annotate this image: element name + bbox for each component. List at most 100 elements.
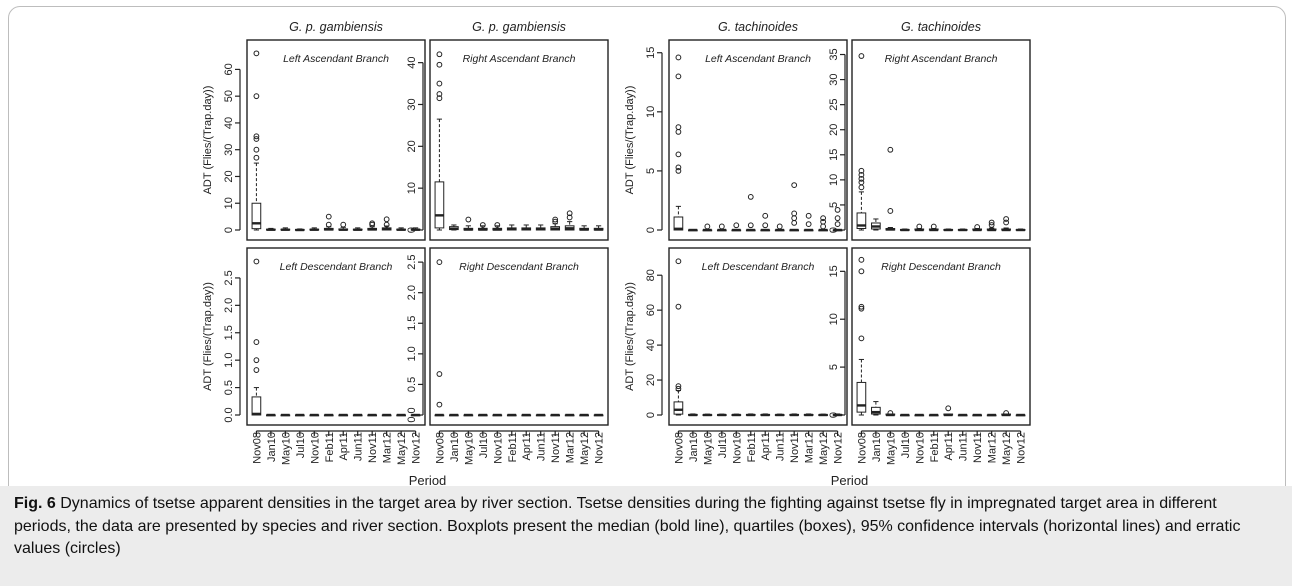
outlier-point <box>566 210 573 217</box>
box-Jan10 <box>871 401 881 416</box>
outlier-point <box>552 218 559 225</box>
y-tick-label: 0 <box>406 227 418 233</box>
outlier-point <box>887 146 894 153</box>
outlier-point <box>718 223 725 230</box>
y-tick-label: 40 <box>406 57 418 69</box>
boxplot-panel: 0 5 10 15 ADT (Flies/(Trap.day)) G. tachinoid… <box>624 20 848 241</box>
x-tick-label: May12 <box>396 432 408 465</box>
outlier-point <box>253 357 260 364</box>
outlier-point <box>253 154 260 161</box>
box-Jan10 <box>688 413 698 417</box>
box-Jan10 <box>871 218 881 231</box>
box-Nov11 <box>550 413 561 417</box>
boxplot-panel: 0 10 20 30 40 G. p. gambiensis Right Ascendant… <box>406 20 609 241</box>
x-tick-label: Nov12 <box>594 432 606 464</box>
box-Nov08 <box>251 50 262 231</box>
boxplot-panel: 0 5 10 15 20 25 30 35 G. tachinoides Right Ascend… <box>828 20 1031 241</box>
outlier-point <box>253 339 260 345</box>
y-axis-label: ADT (Flies/(Trap.day)) <box>202 282 214 391</box>
outlier-point <box>887 410 894 416</box>
panel-title: G. tachinoides <box>718 20 798 34</box>
box-Nov12 <box>1015 413 1026 417</box>
box-Mar12 <box>803 212 814 232</box>
x-tick-label: Nov11 <box>367 432 379 463</box>
panel-subtitle: Left Ascendant Branch <box>705 53 811 65</box>
outlier-point <box>479 222 486 228</box>
box-Apr11 <box>943 228 954 232</box>
box-Apr11 <box>760 212 771 232</box>
x-tick-label: Apr11 <box>760 432 772 461</box>
box-Apr11 <box>338 413 349 417</box>
y-tick-label: 0.0 <box>406 407 418 422</box>
box-Mar12 <box>381 413 392 417</box>
outlier-point <box>566 214 573 221</box>
box-May12 <box>579 413 589 417</box>
box-Nov10 <box>914 223 925 232</box>
panel-subtitle: Left Ascendant Branch <box>283 53 389 65</box>
box-Nov08 <box>673 258 684 416</box>
box-Apr11 <box>943 405 954 417</box>
box-Mar12 <box>564 210 575 231</box>
y-tick-label: 10 <box>828 174 840 186</box>
box-Apr11 <box>338 221 349 231</box>
outlier-point <box>369 220 376 227</box>
caption-text: Dynamics of tsetse apparent densities in… <box>14 495 1241 557</box>
outlier-point <box>436 371 443 377</box>
box-Nov11 <box>550 216 561 231</box>
outlier-point <box>747 222 754 229</box>
x-tick-label: Nov11 <box>972 432 984 463</box>
box-Jun11 <box>957 413 968 417</box>
y-tick-label: 1.5 <box>406 316 418 331</box>
box-May10 <box>702 413 713 417</box>
x-tick-label: Nov12 <box>1016 432 1028 464</box>
y-tick-label: 1.0 <box>406 346 418 361</box>
box-Nov08 <box>434 259 445 417</box>
outlier-point <box>858 303 865 310</box>
y-tick-label: 0 <box>828 412 840 418</box>
x-tick-label: Nov08 <box>434 432 446 464</box>
y-tick-label: 20 <box>406 140 418 152</box>
outlier-point <box>253 146 260 153</box>
box-Nov12 <box>593 413 604 417</box>
panel-subtitle: Right Ascendant Branch <box>885 53 998 65</box>
box-Mar12 <box>803 413 814 417</box>
x-tick-label: Jul10 <box>295 432 307 458</box>
box-Apr11 <box>760 413 771 417</box>
outlier-point <box>820 218 827 225</box>
box-May12 <box>579 225 589 231</box>
quartile-box <box>673 401 684 415</box>
x-tick-label: Nov11 <box>789 432 801 463</box>
box-Jun11 <box>352 227 363 231</box>
x-tick-label: Nov08 <box>856 432 868 464</box>
box-May12 <box>818 413 828 417</box>
y-tick-label: 2.5 <box>406 254 418 269</box>
box-Nov11 <box>367 413 378 417</box>
y-tick-label: 30 <box>828 73 840 85</box>
outlier-point <box>465 216 472 223</box>
y-tick-label: 10 <box>406 182 418 194</box>
box-Nov11 <box>367 220 378 231</box>
y-tick-label: 10 <box>828 313 840 325</box>
box-Nov08 <box>856 256 867 416</box>
x-tick-label: Feb11 <box>746 432 758 462</box>
x-axis-label-left: Period <box>409 473 447 488</box>
y-axis-label: ADT (Flies/(Trap.day)) <box>624 86 636 195</box>
box-Jun11 <box>352 413 363 417</box>
outlier-point <box>253 93 260 100</box>
x-tick-label: Nov10 <box>492 432 504 464</box>
panel-frame <box>851 247 1031 426</box>
y-tick-label: 1.5 <box>223 325 235 340</box>
x-tick-label: May10 <box>702 432 714 465</box>
outlier-point <box>325 221 332 228</box>
outlier-point <box>791 210 798 217</box>
x-tick-label: May12 <box>579 432 591 465</box>
outlier-point <box>704 223 711 230</box>
outlier-point <box>858 256 865 263</box>
y-tick-label: 0 <box>828 227 840 233</box>
y-tick-label: 2.0 <box>406 285 418 300</box>
outlier-point <box>436 61 443 68</box>
x-tick-label: Apr11 <box>521 432 533 461</box>
figure-caption: Fig. 6 Dynamics of tsetse apparent densi… <box>14 493 1276 561</box>
box-Jul10 <box>477 222 488 231</box>
